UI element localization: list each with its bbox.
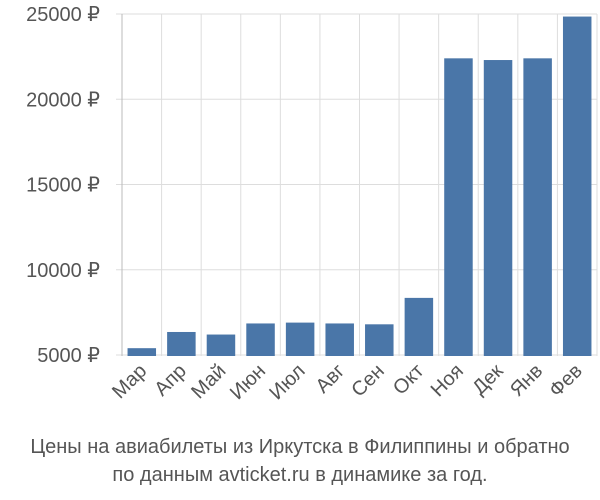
chart-caption-line-1: Цены на авиабилеты из Иркутска в Филиппи… — [30, 436, 570, 458]
x-tick-label: Июн — [226, 360, 270, 404]
y-axis: 5000 ₽ 10000 ₽ 15000 ₽ 20000 ₽ 25000 ₽ — [26, 4, 123, 367]
bars — [127, 16, 592, 357]
bar — [167, 331, 196, 356]
bar — [483, 60, 513, 356]
bar — [444, 58, 473, 356]
bar — [246, 323, 275, 356]
bar — [523, 58, 552, 356]
x-tick-label: Ноя — [427, 360, 468, 401]
bar — [285, 322, 315, 356]
y-tick-label: 20000 ₽ — [26, 89, 100, 111]
chart-caption-line-2: по данным avticket.ru в динамике за год. — [112, 464, 488, 486]
bar — [562, 16, 592, 357]
x-tick-label: Окт — [389, 360, 428, 399]
bar — [206, 334, 236, 356]
x-tick-label: Июл — [265, 360, 309, 404]
x-tick-label: Дек — [468, 360, 507, 399]
y-tick-label: 10000 ₽ — [26, 260, 100, 282]
gridlines — [116, 13, 598, 356]
bar — [404, 297, 434, 356]
bar — [127, 348, 157, 356]
y-tick-label: 15000 ₽ — [26, 175, 100, 197]
bar — [325, 323, 354, 356]
x-tick-label: Янв — [506, 360, 547, 401]
chart: 5000 ₽ 10000 ₽ 15000 ₽ 20000 ₽ 25000 ₽ Мар Ап… — [26, 4, 598, 404]
y-tick-label: 25000 ₽ — [26, 4, 100, 26]
x-tick-label: Авг — [312, 360, 350, 398]
x-tick-label: Май — [187, 360, 230, 403]
bar-chart: 5000 ₽ 10000 ₽ 15000 ₽ 20000 ₽ 25000 ₽ Мар Ап… — [26, 4, 598, 404]
bar — [365, 324, 394, 356]
x-tick-label: Сен — [347, 360, 388, 401]
x-tick-label: Фев — [545, 360, 587, 402]
y-tick-label: 5000 ₽ — [37, 345, 100, 367]
x-tick-label: Мар — [108, 360, 151, 403]
x-tick-label: Апр — [150, 360, 191, 401]
